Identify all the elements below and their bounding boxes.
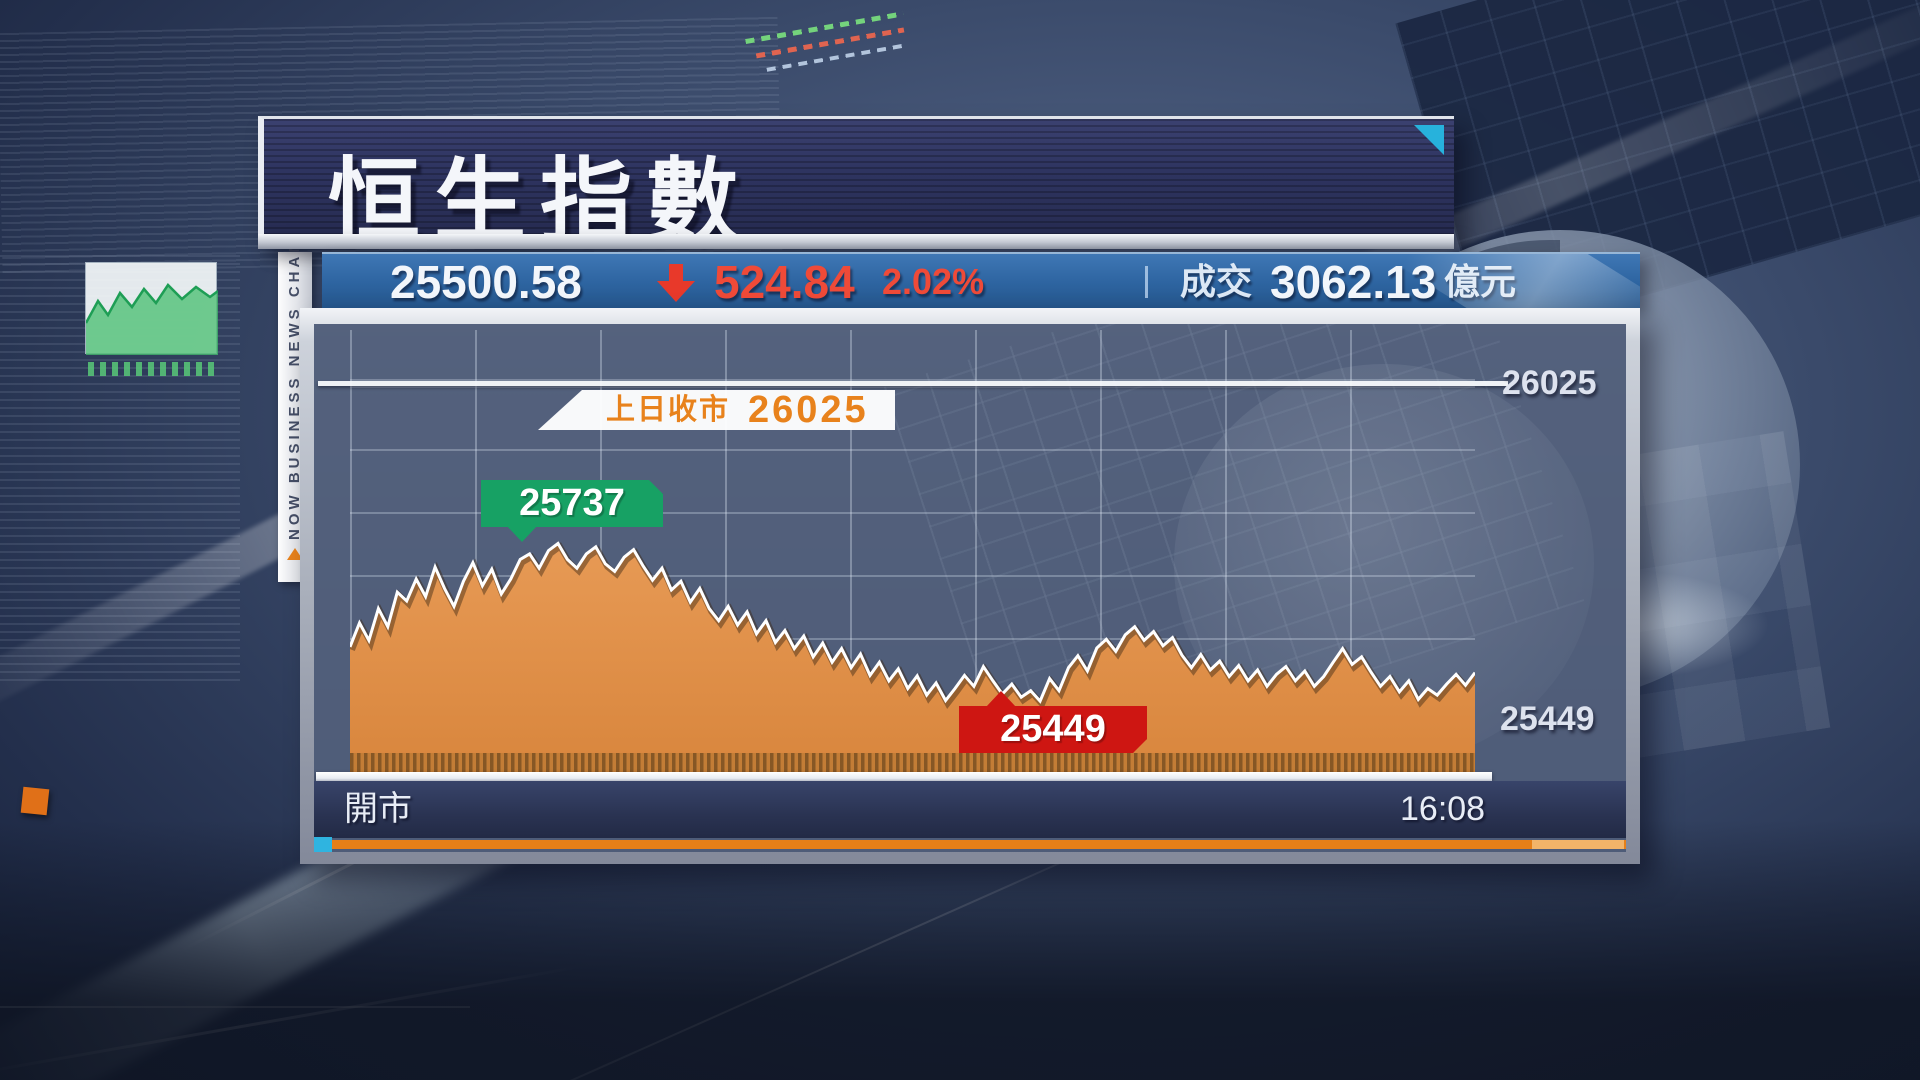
last-price: 25500.58 xyxy=(390,256,582,308)
x-axis-bar: 開市 16:08 xyxy=(314,781,1626,838)
x-axis-time-label: 16:08 xyxy=(1400,790,1486,828)
decor-orange-square xyxy=(20,786,50,816)
divider xyxy=(1145,266,1148,298)
prev-close-caption: 上日收市 xyxy=(606,394,731,426)
prev-close-line xyxy=(318,381,1508,386)
turnover-label: 成交 xyxy=(1180,261,1253,302)
decor-mini-sparkline xyxy=(85,262,218,355)
prev-close-value: 26025 xyxy=(748,389,869,431)
price-area-chart xyxy=(350,541,1475,778)
chart-baseline xyxy=(316,772,1492,781)
turnover-value: 3062.13 xyxy=(1270,256,1437,308)
title-bevel xyxy=(258,234,1454,249)
underline-cyan-cap xyxy=(314,837,332,852)
y-axis-label-low: 25449 xyxy=(1500,700,1595,738)
title-stripes xyxy=(264,119,1454,234)
high-badge-pointer-icon xyxy=(507,526,537,542)
decor-sheen xyxy=(1400,254,1640,308)
price-change: 524.84 xyxy=(714,256,855,308)
corner-accent-icon xyxy=(1414,125,1444,155)
down-arrow-icon xyxy=(657,264,695,302)
turnover-unit: 億元 xyxy=(1444,254,1516,308)
high-badge: 25737 xyxy=(481,480,663,527)
underline-light-segment xyxy=(1532,840,1624,849)
chart-panel: 上日收市 26025 25737 25449 26025 25449 開市 16… xyxy=(300,308,1640,864)
title-bar: 恒生指數 xyxy=(258,116,1454,253)
quote-bar: 25500.58 524.84 2.02% 成交 3062.13 億元 xyxy=(322,252,1640,308)
x-axis-open-label: 開市 xyxy=(344,790,412,828)
price-change-percent: 2.02% xyxy=(882,261,985,302)
prev-close-label: 上日收市 26025 xyxy=(538,390,895,430)
low-badge: 25449 xyxy=(959,706,1147,753)
y-axis-label-prev-close: 26025 xyxy=(1502,364,1597,402)
panel-underline xyxy=(314,837,1626,852)
low-badge-pointer-icon xyxy=(986,691,1016,707)
chart-panel-inner: 上日收市 26025 25737 25449 26025 25449 開市 16… xyxy=(314,324,1626,852)
decor-mini-bars xyxy=(88,362,216,376)
triangle-marker-icon xyxy=(287,548,303,560)
chart-plot xyxy=(350,330,1475,778)
